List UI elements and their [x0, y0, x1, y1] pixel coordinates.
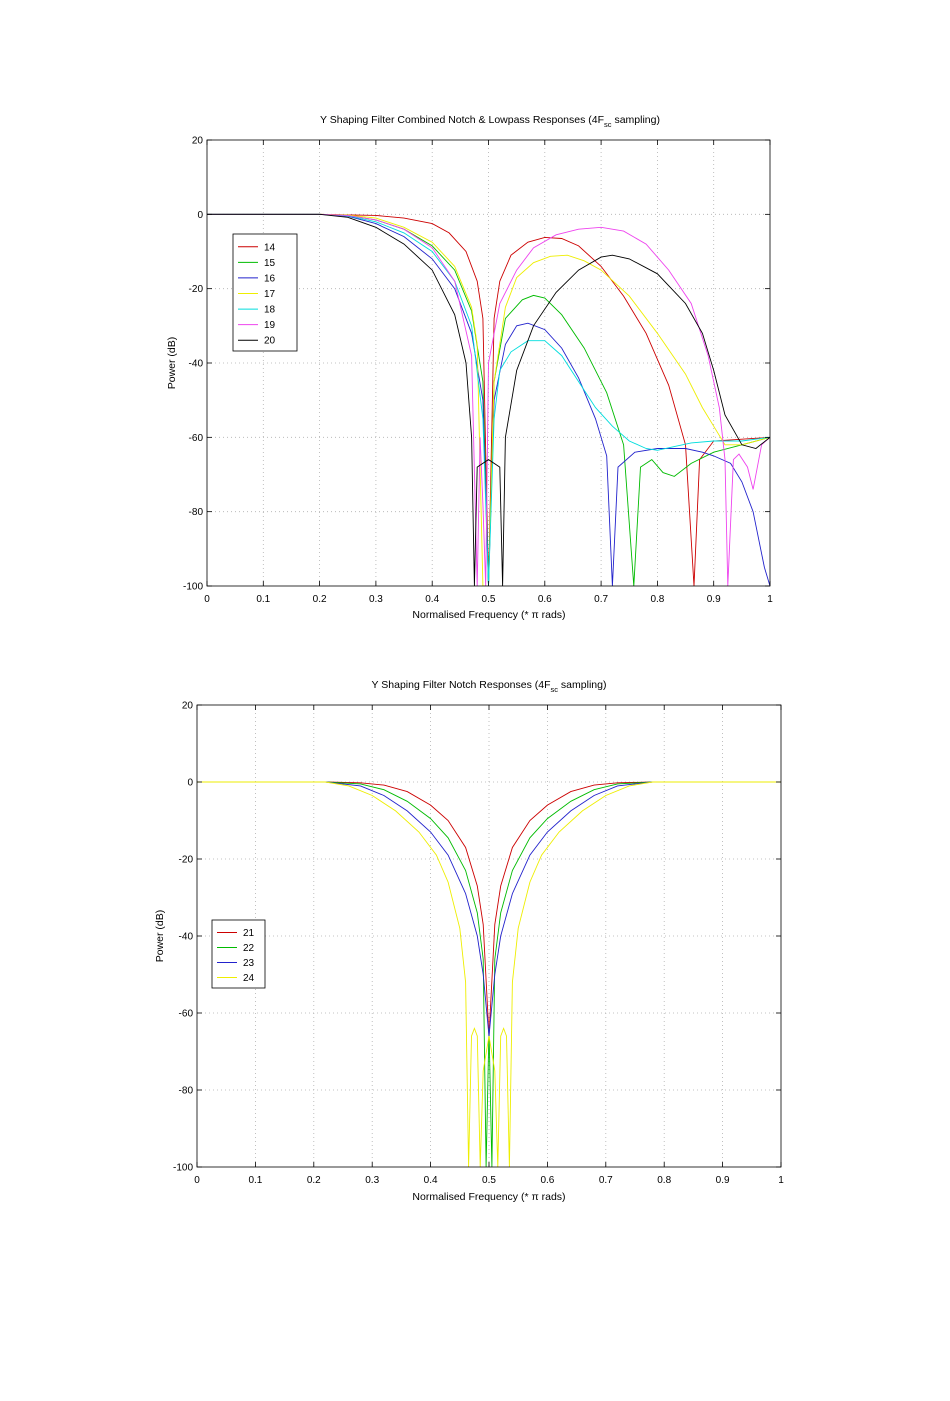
x-axis-label: Normalised Frequency (* π rads) — [412, 1191, 565, 1203]
x-tick-label: 0.7 — [594, 594, 608, 605]
series-group — [207, 213, 770, 586]
x-tick-label: 0.9 — [716, 1175, 730, 1186]
x-tick-label: 1 — [778, 1175, 784, 1186]
series-group — [197, 781, 781, 1167]
chart-title: Y Shaping Filter Notch Responses (4Fsc s… — [372, 679, 607, 694]
y-tick-label: -40 — [179, 932, 194, 943]
x-tick-label: 0.6 — [540, 1175, 554, 1186]
y-tick-label: -60 — [179, 1009, 194, 1020]
x-tick-label: 0.1 — [256, 594, 270, 605]
x-tick-label: 0.1 — [248, 1175, 262, 1186]
x-tick-label: 0.4 — [425, 594, 439, 605]
y-tick-label: -20 — [179, 855, 194, 866]
y-axis-label: Power (dB) — [166, 337, 178, 390]
x-tick-label: 0 — [194, 1175, 200, 1186]
x-axis-label: Normalised Frequency (* π rads) — [412, 609, 565, 621]
chart-title-subscript: sc — [551, 685, 559, 694]
series-line-15 — [207, 213, 770, 586]
y-tick-label: -80 — [189, 507, 204, 518]
legend-label-24: 24 — [243, 973, 255, 984]
legend-label-23: 23 — [243, 958, 255, 969]
chart-title-subscript: sc — [604, 120, 612, 129]
y-tick-label: 20 — [192, 136, 204, 147]
x-tick-label: 0.3 — [369, 594, 383, 605]
y-tick-label: 0 — [197, 210, 203, 221]
y-axis-label: Power (dB) — [154, 910, 166, 963]
series-line-14 — [207, 213, 770, 586]
x-tick-label: 0.2 — [313, 594, 327, 605]
x-tick-label: 0.5 — [482, 594, 496, 605]
legend: 14 15 16 17 18 19 20 — [232, 233, 298, 352]
y-tick-label: -80 — [179, 1086, 194, 1097]
x-tick-label: 0.7 — [599, 1175, 613, 1186]
legend-label-21: 21 — [243, 928, 255, 939]
legend-label-22: 22 — [243, 943, 255, 954]
legend-label-19: 19 — [264, 320, 276, 331]
x-tick-label: 0.6 — [538, 594, 552, 605]
x-tick-label: 0.8 — [657, 1175, 671, 1186]
legend-label-15: 15 — [264, 258, 276, 269]
x-tick-label: 1 — [767, 594, 773, 605]
series-line-22 — [325, 781, 653, 1167]
y-tick-label: -100 — [173, 1163, 193, 1174]
chart-combined-notch-lowpass: Y Shaping Filter Combined Notch & Lowpas… — [166, 114, 773, 621]
y-tick-label: 20 — [182, 701, 194, 712]
y-tick-label: -60 — [189, 433, 204, 444]
x-tick-label: 0.9 — [707, 594, 721, 605]
legend-label-16: 16 — [264, 273, 276, 284]
series-line-24 — [197, 781, 781, 1167]
x-tick-label: 0.3 — [365, 1175, 379, 1186]
y-tick-label: 0 — [187, 778, 193, 789]
legend-label-17: 17 — [264, 289, 276, 300]
x-tick-label: 0.5 — [482, 1175, 496, 1186]
x-tick-label: 0.8 — [650, 594, 664, 605]
legend-box — [211, 919, 266, 989]
legend-label-14: 14 — [264, 242, 276, 253]
series-line-17 — [207, 213, 770, 586]
y-tick-label: -40 — [189, 359, 204, 370]
legend-label-20: 20 — [264, 336, 276, 347]
x-tick-label: 0 — [204, 594, 210, 605]
legend-label-18: 18 — [264, 305, 276, 316]
legend-box — [232, 233, 298, 352]
y-tick-label: -100 — [183, 582, 203, 593]
legend: 21 22 23 24 — [211, 919, 266, 989]
x-tick-label: 0.4 — [424, 1175, 438, 1186]
y-tick-label: -20 — [189, 284, 204, 295]
chart-notch-responses: Y Shaping Filter Notch Responses (4Fsc s… — [154, 679, 784, 1203]
x-tick-label: 0.2 — [307, 1175, 321, 1186]
chart-title: Y Shaping Filter Combined Notch & Lowpas… — [320, 114, 660, 129]
series-line-19 — [207, 213, 770, 586]
series-line-16 — [207, 213, 770, 586]
series-line-20 — [207, 213, 770, 586]
